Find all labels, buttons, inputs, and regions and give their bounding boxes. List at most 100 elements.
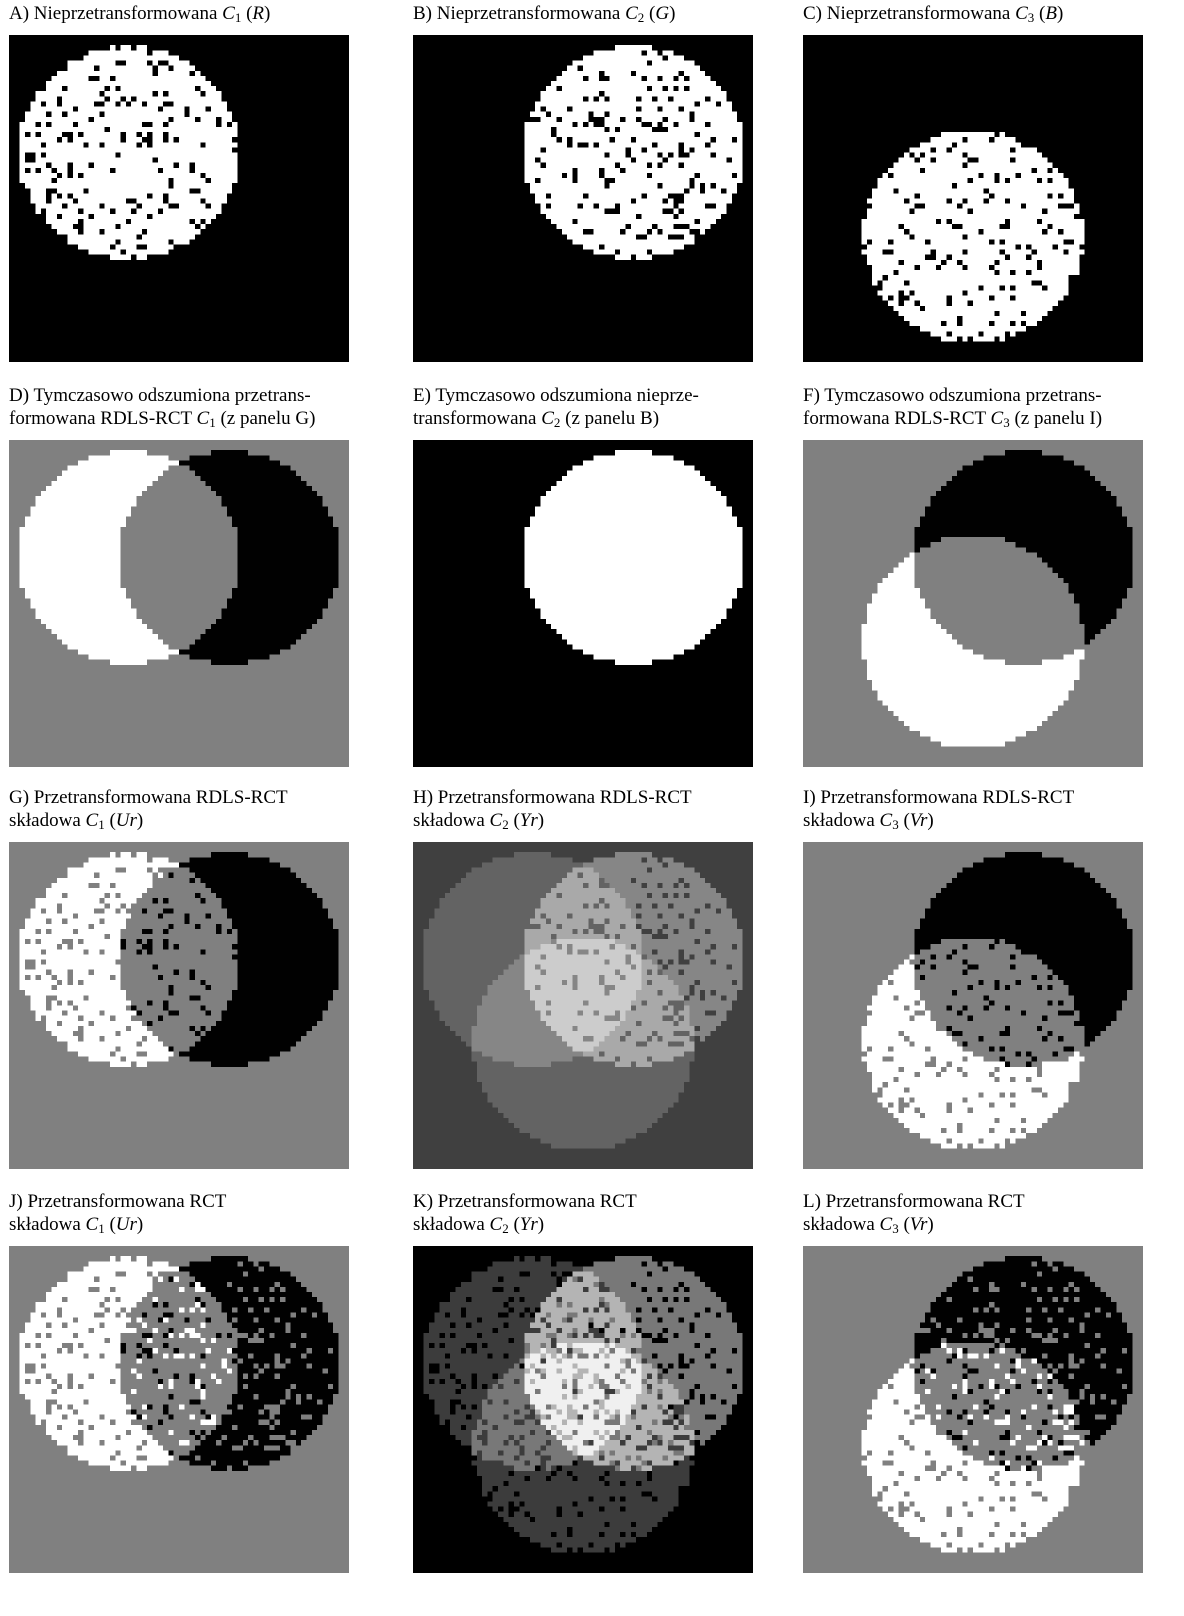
pixel-run [173, 872, 196, 878]
pixel-run [46, 1399, 57, 1405]
pixel-run [609, 1322, 637, 1328]
pixel-run [1132, 979, 1143, 986]
pixel-run [136, 608, 222, 614]
caption-text: C [541, 408, 554, 429]
pixel-run [413, 572, 525, 579]
pixel-run [803, 75, 1143, 82]
pixel-run [803, 949, 915, 955]
pixel-run [1058, 244, 1080, 250]
pixel-run [657, 882, 663, 889]
pixel-run [232, 588, 334, 594]
pixel-run [1010, 178, 1037, 184]
pixel-run [248, 1271, 291, 1277]
pixel-run [742, 969, 753, 975]
pixel-run [941, 336, 958, 342]
pixel-run [120, 1031, 153, 1037]
pixel-run [216, 1424, 233, 1431]
pixel-run [51, 1000, 57, 1006]
pixel-run [683, 1399, 690, 1405]
pixel-run [609, 126, 615, 133]
pixel-run [919, 1000, 926, 1006]
pixel-run [994, 178, 1000, 184]
pixel-run [636, 1281, 679, 1287]
pixel-run [1105, 485, 1143, 492]
pixel-run [168, 193, 227, 199]
pixel-run [1105, 1025, 1143, 1032]
pixel-run [556, 933, 605, 940]
pixel-run [88, 1327, 95, 1333]
pixel-run [882, 295, 889, 301]
pixel-run [662, 1286, 674, 1293]
pixel-run [604, 903, 610, 909]
pixel-run [967, 969, 1053, 975]
pixel-run [1004, 285, 1011, 291]
pixel-run [232, 137, 349, 143]
pixel-run [540, 1353, 546, 1359]
pixel-run [9, 1440, 57, 1446]
pixel-run [737, 944, 743, 950]
pixel-run [803, 969, 894, 975]
pixel-run [1031, 249, 1037, 255]
pixel-run [652, 1419, 658, 1425]
pixel-run [163, 470, 196, 476]
pixel-run [652, 1363, 658, 1369]
pixel-run [94, 65, 100, 71]
pixel-run [306, 1332, 339, 1339]
pixel-run [147, 1455, 174, 1461]
pixel-run [877, 990, 920, 996]
pixel-run [147, 939, 153, 945]
pixel-run [423, 1363, 430, 1369]
pixel-run [413, 1163, 753, 1169]
caption-text: ( [104, 1214, 116, 1235]
pixel-run [535, 1363, 573, 1369]
pixel-run [423, 1353, 445, 1359]
pixel-run [413, 893, 445, 899]
pixel-run [232, 1368, 238, 1374]
pixel-run [588, 1000, 631, 1006]
pixel-run [641, 969, 647, 975]
pixel-run [641, 1286, 647, 1293]
pixel-run [428, 1368, 440, 1374]
pixel-run [1015, 244, 1021, 250]
pixel-run [524, 1348, 530, 1354]
pixel-run [152, 193, 164, 199]
pixel-run [413, 613, 541, 619]
pixel-run [983, 331, 1005, 337]
pixel-run [72, 1404, 132, 1410]
pixel-run [189, 188, 201, 194]
pixel-run [803, 80, 1143, 87]
pixel-run [694, 234, 753, 240]
pixel-run [40, 152, 47, 158]
pixel-run [689, 1414, 706, 1420]
pixel-run [1010, 1061, 1027, 1067]
pixel-run [1047, 167, 1053, 174]
pixel-run [205, 198, 227, 204]
pixel-run [147, 908, 164, 914]
pixel-run [925, 603, 1080, 609]
pixel-run [152, 137, 164, 143]
pixel-run [919, 264, 936, 271]
pixel-run [290, 867, 349, 873]
pixel-run [803, 178, 878, 184]
pixel-run [598, 1297, 605, 1303]
pixel-run [914, 979, 979, 986]
pixel-run [88, 213, 95, 220]
pixel-run [877, 290, 899, 296]
pixel-run [529, 588, 738, 594]
pixel-run [413, 990, 430, 996]
pixel-run [279, 1404, 328, 1410]
pixel-run [1042, 259, 1080, 266]
pixel-run [46, 1332, 52, 1339]
pixel-run [163, 101, 174, 107]
pixel-run [46, 80, 211, 87]
pixel-run [641, 1343, 695, 1349]
pixel-run [1079, 618, 1112, 625]
pixel-run [168, 654, 190, 660]
pixel-run [540, 613, 727, 619]
pixel-run [1079, 603, 1122, 609]
pixel-run [1079, 1051, 1143, 1057]
pixel-run [439, 1332, 445, 1339]
pixel-run [9, 1491, 349, 1497]
pixel-run [200, 1419, 217, 1425]
pixel-run [51, 928, 73, 935]
